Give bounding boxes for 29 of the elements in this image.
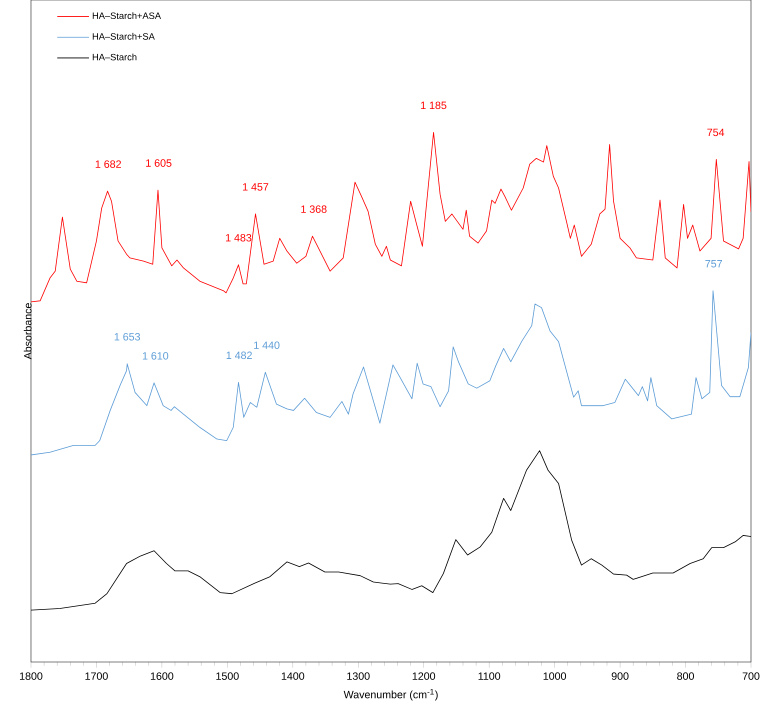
- x-tick-label: 700: [742, 672, 760, 680]
- x-tick-label: 800: [677, 672, 694, 680]
- y-axis-title: Absorbance: [24, 303, 32, 360]
- annotation: 1 483: [226, 234, 252, 242]
- annotation: 1 457: [243, 183, 268, 191]
- x-tick-label: 1800: [20, 672, 42, 680]
- x-tick-label: 1500: [216, 672, 239, 680]
- annotation: 1 682: [96, 160, 121, 168]
- annotation: 1 368: [301, 205, 327, 213]
- legend-label: HA–Starch+ASA: [92, 12, 162, 20]
- annotation: 1 653: [114, 333, 140, 341]
- x-tick-label: 1600: [150, 672, 174, 680]
- annotation: 1 605: [146, 159, 172, 167]
- annotation: 1 482: [226, 352, 252, 360]
- annotation: 1 610: [142, 352, 168, 360]
- x-tick-label: 900: [612, 672, 629, 680]
- x-tick-label: 1200: [412, 672, 436, 680]
- annotation: 1 185: [421, 102, 446, 110]
- legend-label: HA–Starch: [92, 54, 136, 60]
- x-tick-label: 1000: [544, 672, 566, 680]
- x-tick-label: 1700: [85, 672, 108, 680]
- x-axis-title: Wavenumber (cm$^{-1}$): [344, 689, 438, 700]
- legend-label: HA–Starch+SA: [92, 32, 155, 40]
- annotation: 1 440: [254, 341, 280, 350]
- x-tick-label: 1300: [347, 672, 370, 680]
- x-tick-label: 1400: [282, 672, 304, 680]
- x-tick-label: 1100: [478, 672, 500, 680]
- annotation: 754: [707, 128, 724, 136]
- annotation: 757: [705, 260, 722, 268]
